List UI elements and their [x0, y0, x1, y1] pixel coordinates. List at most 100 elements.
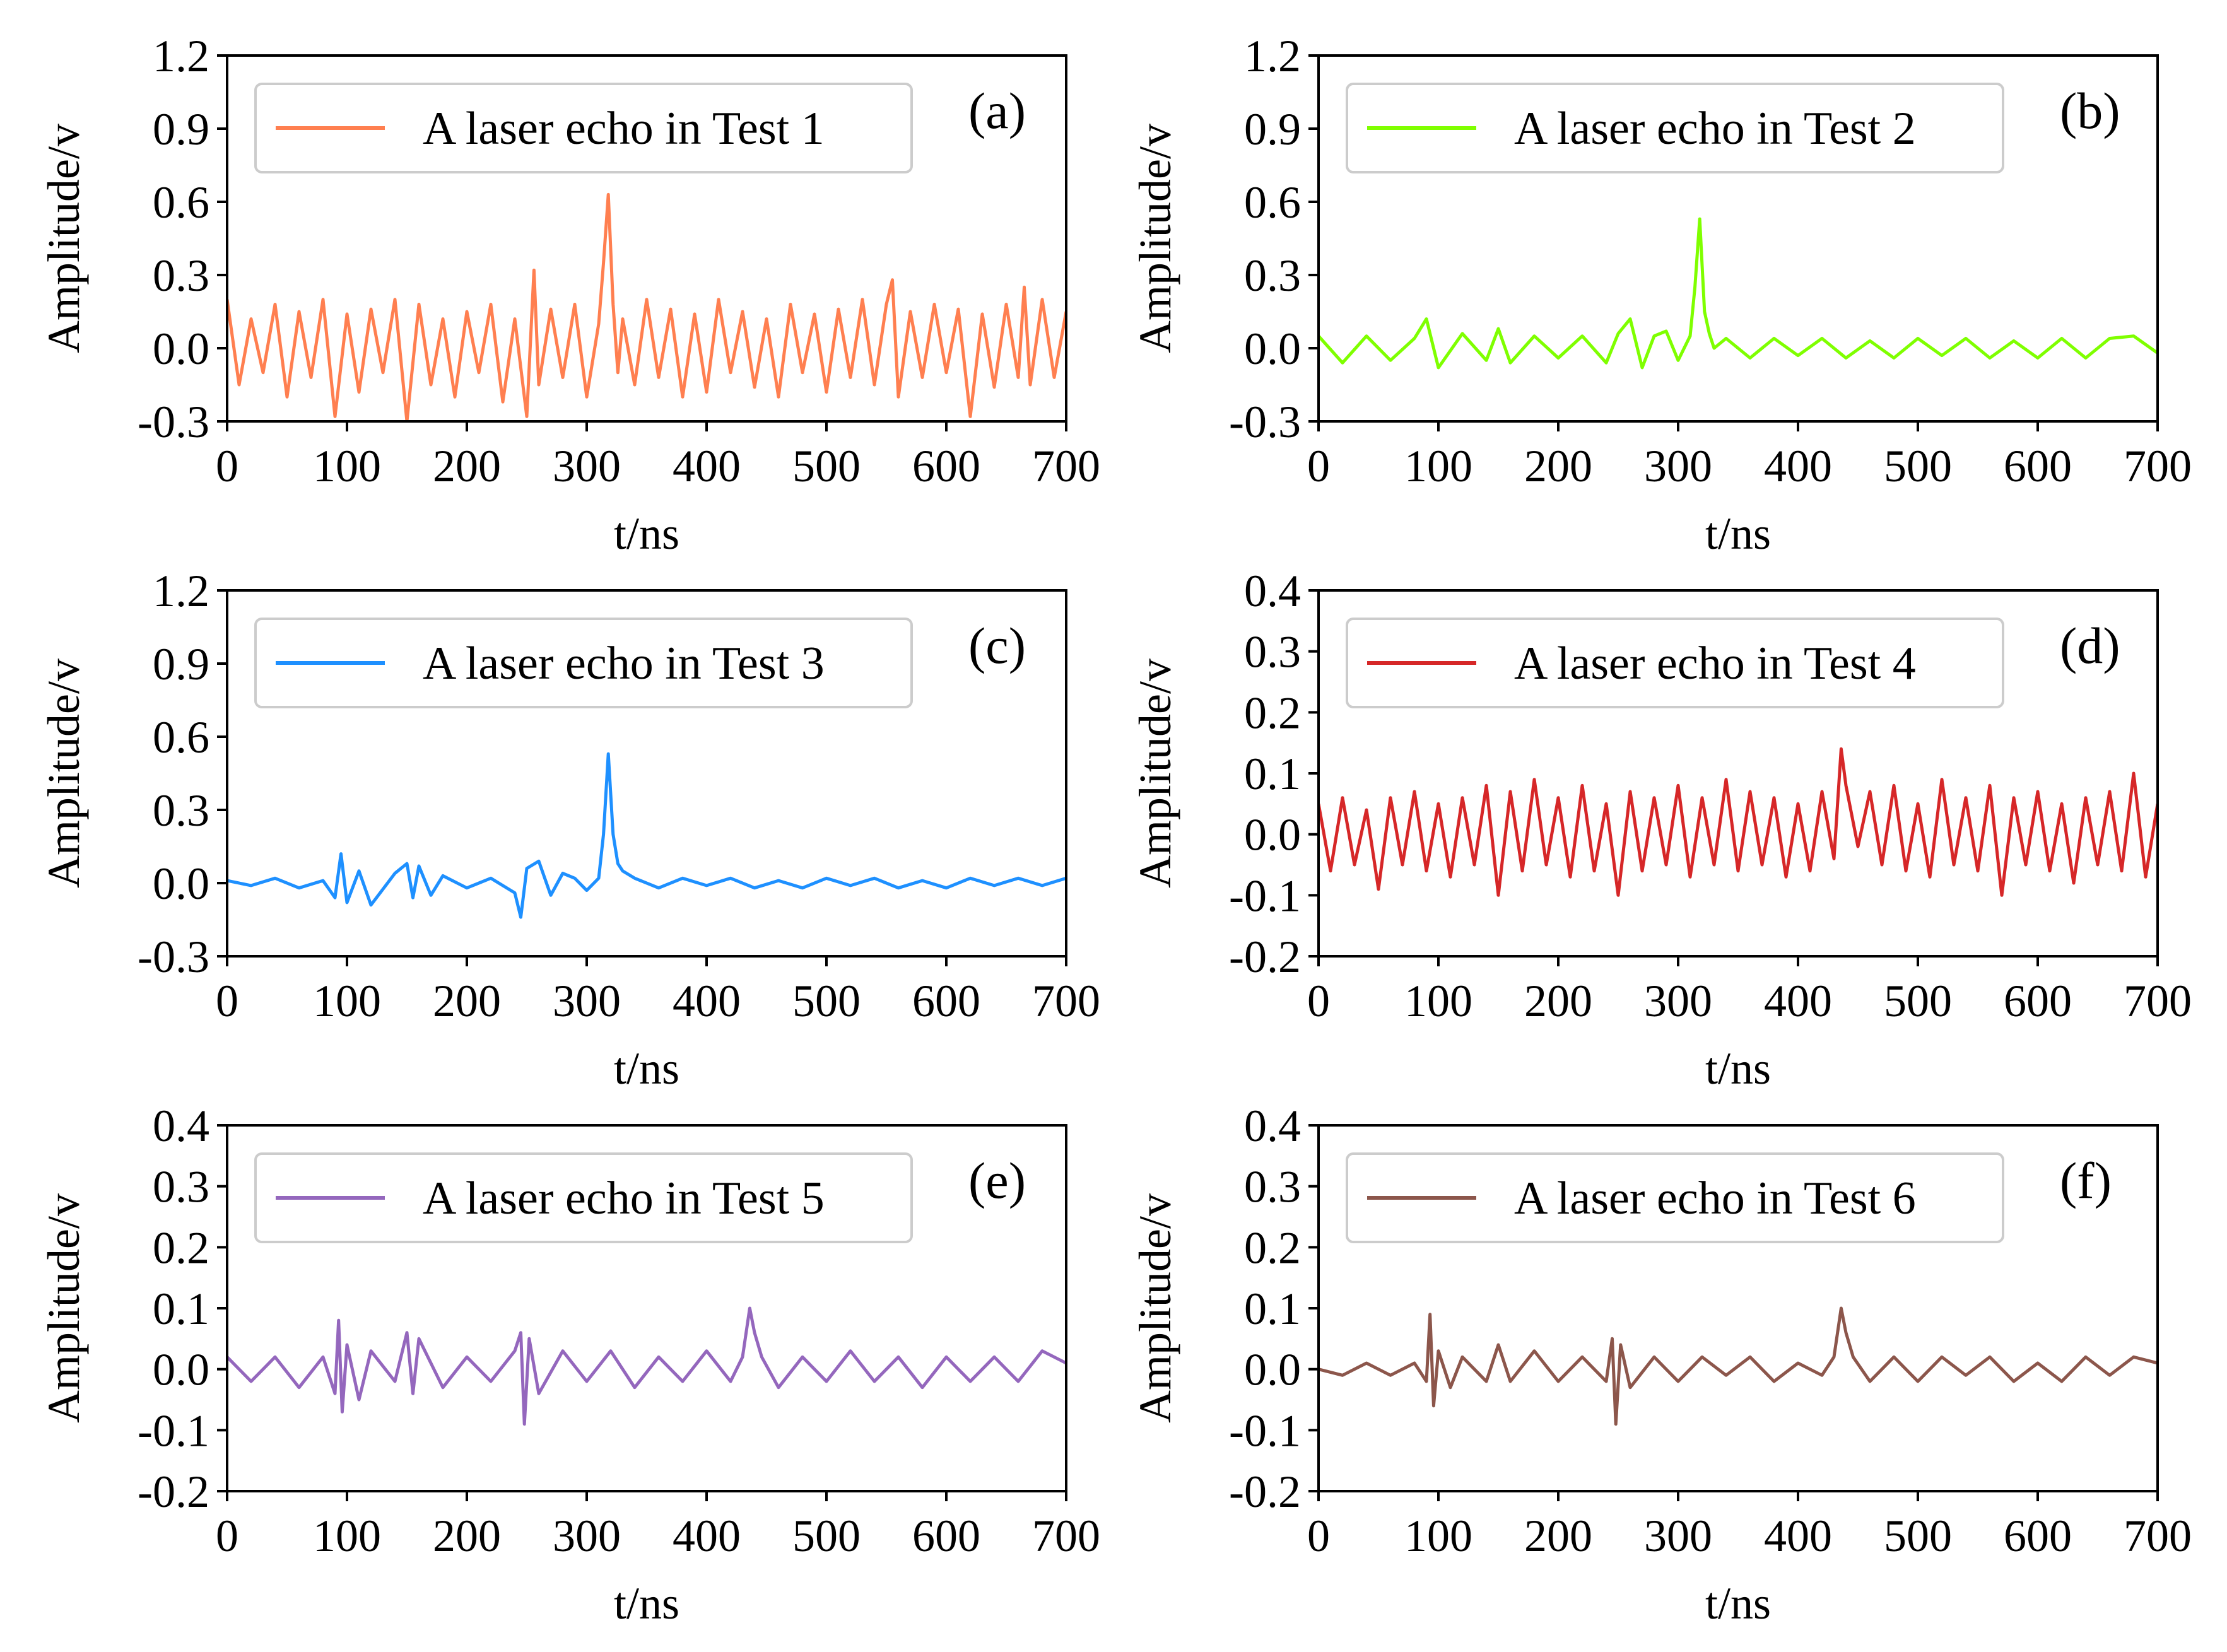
panel-label: (a) [968, 82, 1026, 139]
x-tick-label: 700 [1032, 976, 1100, 1026]
x-tick-label: 600 [2004, 441, 2072, 491]
x-axis-label: t/ns [614, 508, 679, 559]
y-axis-label: Amplitude/v [1130, 124, 1180, 353]
y-tick-label: 0.2 [1244, 1222, 1301, 1273]
series-line-1 [227, 1306, 1066, 1426]
x-tick-label: 200 [1524, 976, 1592, 1026]
x-tick-label: 700 [2124, 1511, 2192, 1561]
x-tick-label: 400 [673, 441, 741, 491]
y-tick-label: 0.0 [1244, 324, 1301, 374]
x-tick-label: 0 [216, 1511, 238, 1561]
x-tick-label: 300 [553, 441, 621, 491]
x-tick-label: 100 [313, 976, 381, 1026]
y-axis-label: Amplitude/v [38, 1193, 89, 1423]
y-tick-label: 0.0 [153, 1345, 209, 1395]
y-tick-label: 0.3 [1244, 250, 1301, 301]
legend-label: A laser echo in Test 5 [423, 1173, 825, 1224]
legend-label: A laser echo in Test 3 [423, 638, 825, 689]
x-tick-label: 200 [433, 441, 501, 491]
x-tick-label: 400 [1764, 1511, 1832, 1561]
y-tick-label: -0.3 [1229, 397, 1301, 447]
y-tick-label: 0.1 [153, 1284, 209, 1334]
y-axis-label: Amplitude/v [38, 659, 89, 888]
x-tick-label: 500 [792, 441, 861, 491]
legend-label: A laser echo in Test 4 [1514, 638, 1916, 689]
x-axis-label: t/ns [614, 1578, 679, 1629]
axes-frame [1317, 54, 2159, 423]
y-tick-label: 1.2 [153, 566, 209, 616]
x-tick-label: 0 [216, 441, 238, 491]
x-tick-label: 600 [2004, 976, 2072, 1026]
legend-label: A laser echo in Test 2 [1514, 103, 1916, 155]
y-tick-label: 0.0 [153, 858, 209, 909]
x-tick-label: 200 [433, 976, 501, 1026]
x-tick-label: 500 [1884, 1511, 1952, 1561]
chart-panel-3: 0 100 200 300 400 500 600 700 -0.3 0.0 0.3 0.6 0.9 1.… [38, 566, 1100, 1094]
y-tick-label: -0.1 [1229, 870, 1301, 921]
y-tick-label: -0.1 [1229, 1405, 1301, 1456]
series-line-1 [1319, 747, 2158, 897]
panel-label: (f) [2060, 1152, 2112, 1209]
series-line-1 [1319, 217, 2158, 370]
y-tick-label: 1.2 [153, 31, 209, 81]
x-tick-label: 200 [433, 1511, 501, 1561]
x-tick-label: 100 [313, 441, 381, 491]
y-tick-label: -0.2 [138, 1467, 209, 1517]
x-tick-label: 400 [1764, 976, 1832, 1026]
x-tick-label: 0 [216, 976, 238, 1026]
x-tick-label: 500 [1884, 976, 1952, 1026]
y-tick-label: 0.9 [1244, 104, 1301, 155]
legend: A laser echo in Test 1 [254, 83, 913, 173]
x-tick-label: 300 [553, 976, 621, 1026]
chart-panel-2: 0 100 200 300 400 500 600 700 -0.3 0.0 0.3 0.6 0.9 1.… [1130, 31, 2192, 559]
y-tick-label: -0.2 [1229, 932, 1301, 982]
x-axis-label: t/ns [1705, 1043, 1771, 1094]
legend-box [254, 1152, 913, 1243]
y-tick-label: -0.3 [138, 397, 209, 447]
series-line-1 [227, 752, 1066, 919]
panel-label: (e) [968, 1152, 1026, 1209]
y-tick-label: 0.4 [1244, 566, 1301, 616]
legend-label: A laser echo in Test 1 [423, 103, 825, 155]
x-tick-label: 200 [1524, 1511, 1592, 1561]
legend: A laser echo in Test 4 [1346, 618, 2004, 708]
x-tick-label: 100 [1404, 976, 1472, 1026]
y-tick-label: 0.9 [153, 104, 209, 155]
y-tick-label: 0.9 [153, 639, 209, 689]
x-tick-label: 600 [912, 976, 980, 1026]
chart-panel-4: 0 100 200 300 400 500 600 700 -0.2 -0.1 0.0 0.1 0.2 0… [1130, 566, 2192, 1094]
legend: A laser echo in Test 2 [1346, 83, 2004, 173]
x-tick-label: 400 [1764, 441, 1832, 491]
legend-box [1346, 1152, 2004, 1243]
y-tick-label: 0.3 [153, 785, 209, 836]
panel-label: (d) [2060, 617, 2120, 674]
x-tick-label: 500 [792, 1511, 861, 1561]
x-axis-label: t/ns [1705, 1578, 1771, 1629]
y-tick-label: 0.6 [153, 712, 209, 763]
y-tick-label: 0.3 [1244, 627, 1301, 677]
y-axis-label: Amplitude/v [1130, 1193, 1180, 1423]
y-tick-label: 0.1 [1244, 749, 1301, 799]
y-tick-label: 0.0 [153, 324, 209, 374]
x-tick-label: 300 [1644, 976, 1712, 1026]
legend-box [254, 618, 913, 708]
x-tick-label: 500 [1884, 441, 1952, 491]
legend-box [1346, 618, 2004, 708]
x-axis-label: t/ns [1705, 508, 1771, 559]
axes-frame [226, 589, 1067, 958]
x-axis-label: t/ns [614, 1043, 679, 1094]
x-tick-label: 100 [313, 1511, 381, 1561]
chart-panel-6: 0 100 200 300 400 500 600 700 -0.2 -0.1 0.0 0.1 0.2 0… [1130, 1101, 2192, 1629]
legend-box [254, 83, 913, 173]
x-tick-label: 700 [1032, 1511, 1100, 1561]
x-tick-label: 600 [912, 1511, 980, 1561]
y-tick-label: -0.3 [138, 932, 209, 982]
legend-label: A laser echo in Test 6 [1514, 1173, 1916, 1224]
y-tick-label: 0.3 [153, 1162, 209, 1212]
x-tick-label: 600 [912, 441, 980, 491]
x-tick-label: 700 [1032, 441, 1100, 491]
y-axis-label: Amplitude/v [38, 124, 89, 353]
y-tick-label: -0.2 [1229, 1467, 1301, 1517]
y-tick-label: 0.0 [1244, 1345, 1301, 1395]
